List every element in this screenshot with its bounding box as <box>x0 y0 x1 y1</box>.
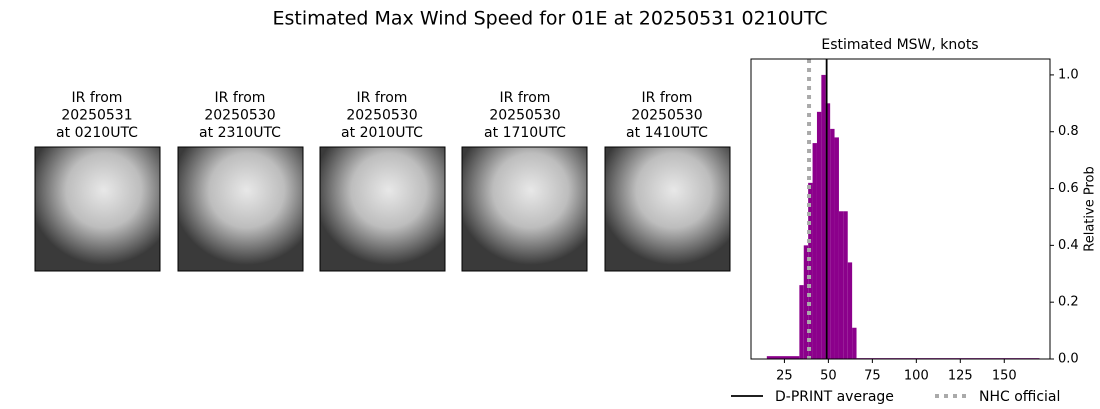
panel-caption: at 2010UTC <box>341 125 423 141</box>
x-tick-label: 125 <box>948 369 973 384</box>
chart-title: Estimated MSW, knots <box>821 37 978 53</box>
panel-caption: at 1710UTC <box>484 125 566 141</box>
y-axis-label: Relative Prob <box>1083 166 1098 251</box>
bar <box>830 128 835 359</box>
panel-caption: IR from <box>215 90 266 106</box>
panel-caption: 20250530 <box>489 108 560 124</box>
ir-image <box>604 146 731 272</box>
bar <box>838 211 844 359</box>
x-tick-label: 100 <box>904 369 929 384</box>
x-tick-label: 50 <box>820 369 837 384</box>
panel-caption: at 0210UTC <box>56 125 138 141</box>
panel-caption: 20250530 <box>346 108 417 124</box>
panel-caption: 20250531 <box>61 108 132 124</box>
panel-caption: IR from <box>72 90 123 106</box>
bar <box>808 182 813 359</box>
ir-image <box>177 146 304 272</box>
bar <box>803 245 809 359</box>
ir-image <box>319 146 446 272</box>
ir-image <box>34 146 161 272</box>
ir-images <box>34 146 731 272</box>
panel-caption: at 1410UTC <box>626 125 708 141</box>
bar <box>812 143 817 359</box>
x-tick-label: 75 <box>864 369 881 384</box>
y-tick-label: 0.2 <box>1058 295 1079 310</box>
y-tick-label: 1.0 <box>1058 67 1079 82</box>
panel-caption: 20250530 <box>631 108 702 124</box>
ir-image <box>461 146 588 272</box>
legend-label: NHC official <box>979 389 1060 405</box>
y-tick-label: 0.4 <box>1058 238 1079 253</box>
bar <box>825 103 831 360</box>
panel-caption: at 2310UTC <box>199 125 281 141</box>
y-tick-label: 0.0 <box>1058 352 1079 367</box>
bar <box>766 356 800 359</box>
bar <box>834 137 839 359</box>
y-tick-label: 0.6 <box>1058 181 1079 196</box>
panel-caption: 20250530 <box>204 108 275 124</box>
panel-caption: IR from <box>500 90 551 106</box>
page-title: Estimated Max Wind Speed for 01E at 2025… <box>272 8 827 30</box>
bar <box>799 285 804 359</box>
y-tick-label: 0.8 <box>1058 124 1079 139</box>
x-tick-label: 150 <box>992 369 1017 384</box>
bar <box>816 111 822 359</box>
bar <box>821 74 826 359</box>
bar <box>847 262 853 359</box>
panel-caption: IR from <box>357 90 408 106</box>
legend-label: D-PRINT average <box>775 389 894 405</box>
bar <box>852 327 857 359</box>
panel-caption: IR from <box>642 90 693 106</box>
x-tick-label: 25 <box>776 369 793 384</box>
plot-frame <box>750 58 1051 360</box>
bar <box>843 211 848 359</box>
